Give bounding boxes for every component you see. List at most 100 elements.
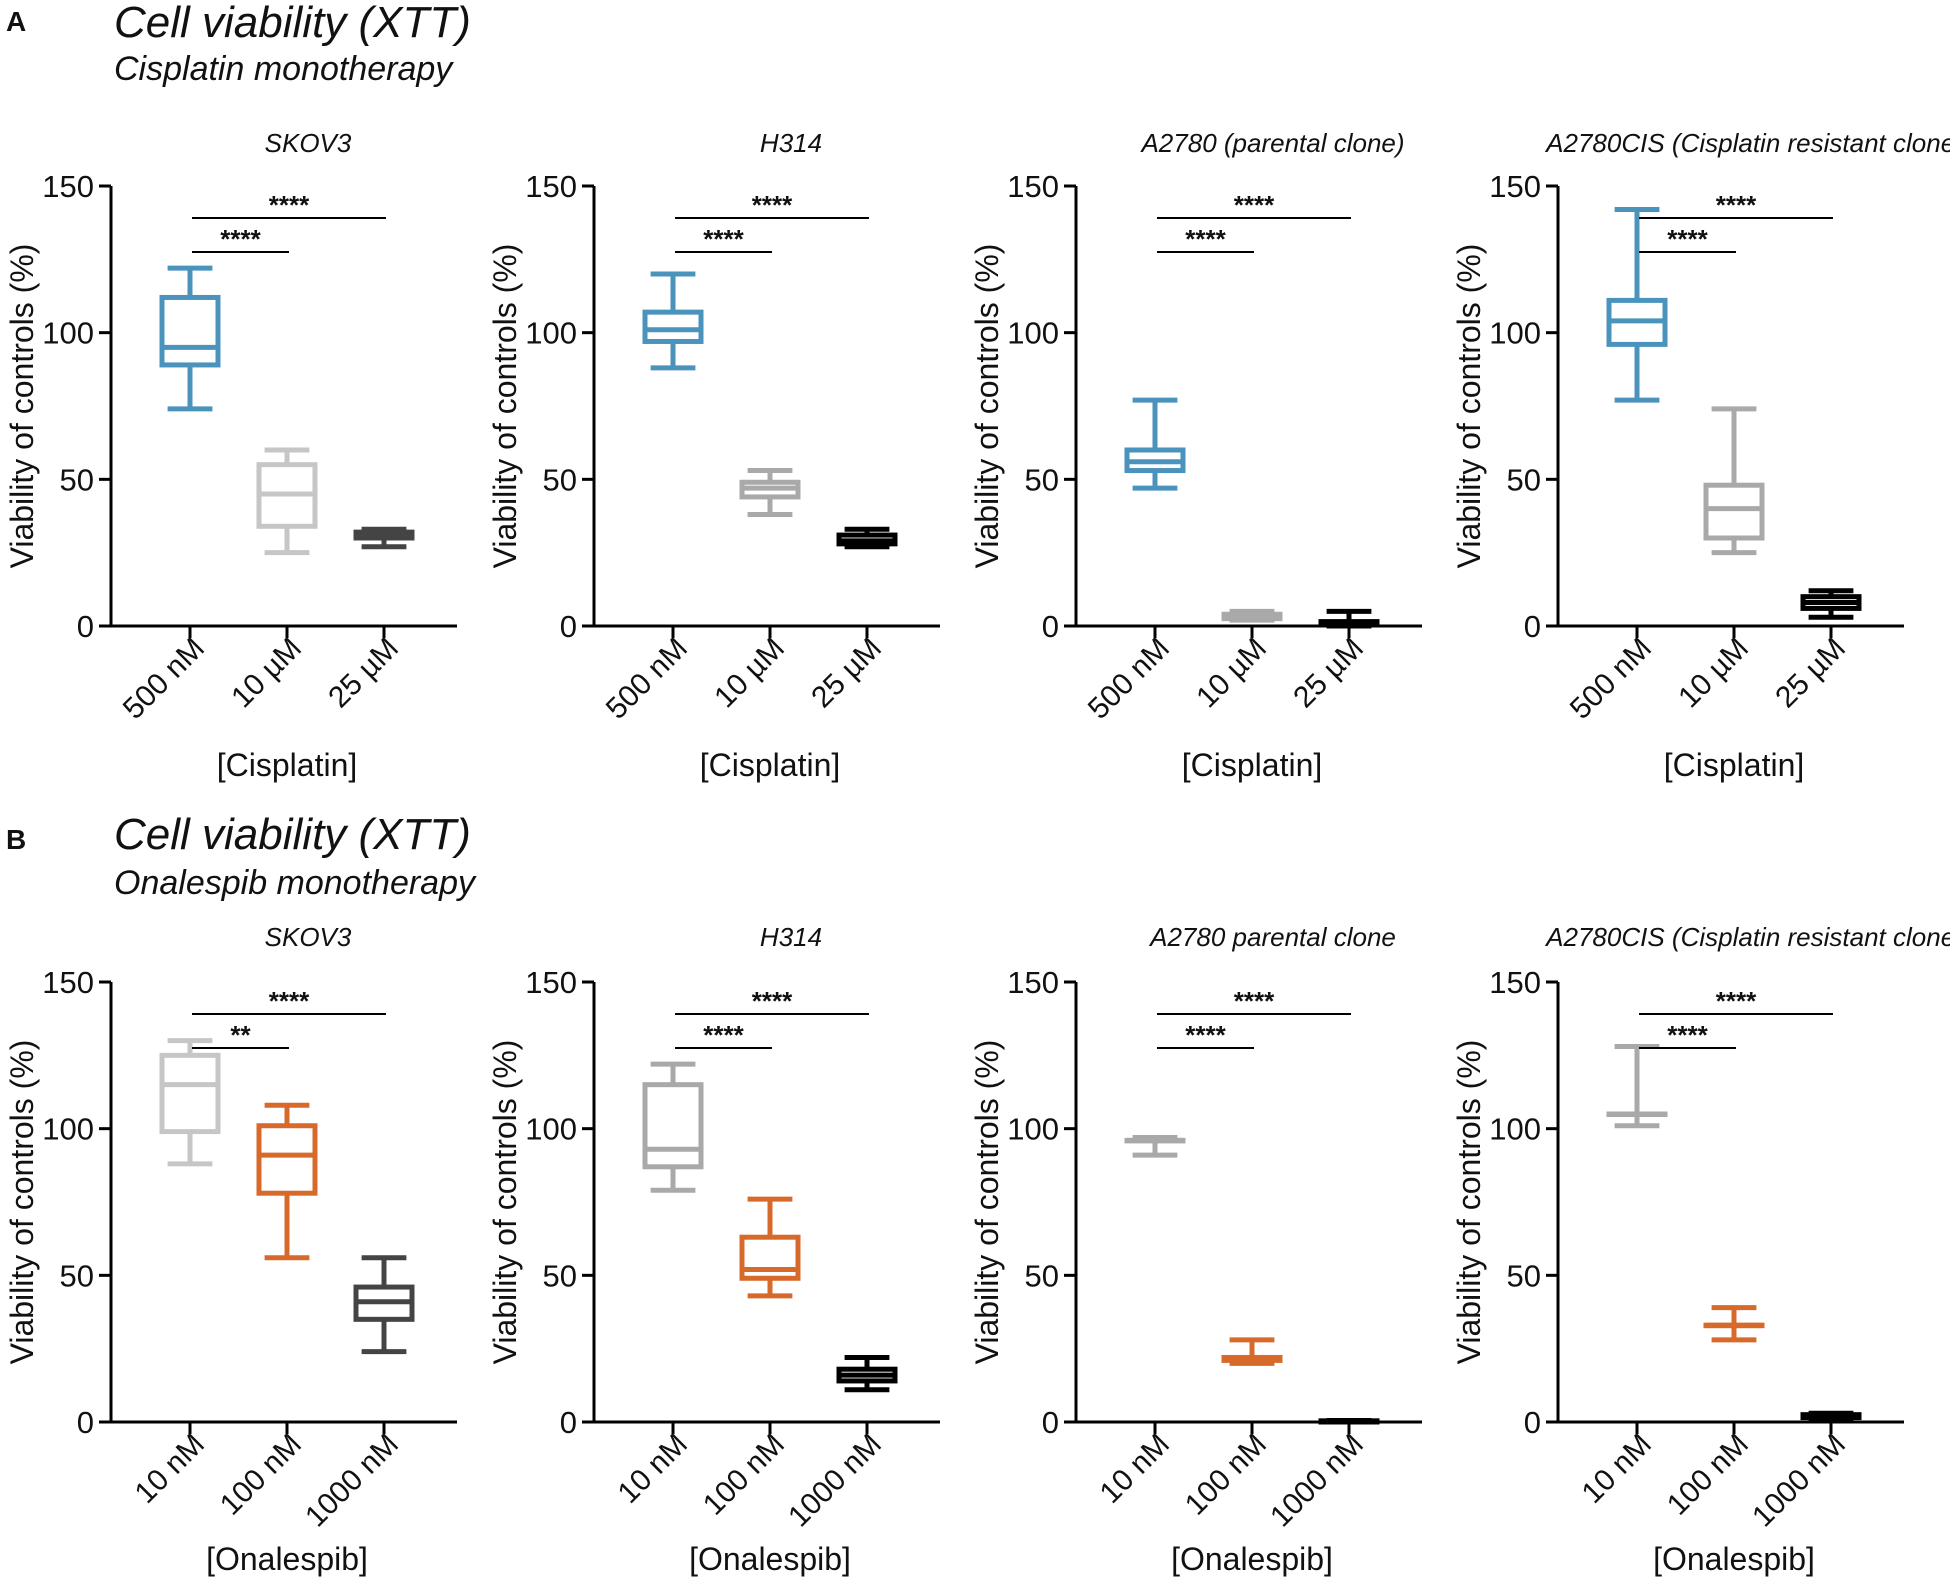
plot6-x-tick-label: 100 nM [697,1428,791,1522]
plot2-y-axis-label: Viability of controls (%) [487,244,523,569]
plot7-y-tick-label: 100 [1007,1112,1059,1147]
plot1-significance-label: **** [269,190,310,220]
plot1-y-tick-label: 0 [77,609,94,644]
plot1-significance-label: **** [220,224,261,254]
plot2-x-tick-label: 500 nM [600,632,694,726]
plot2-x-tick-label: 25 µM [805,632,888,715]
plot5-y-tick-label: 150 [42,965,94,1000]
plot1-y-tick-label: 100 [42,316,94,351]
plot3-y-tick-label: 0 [1042,609,1059,644]
plot2-y-tick-label: 150 [525,169,577,204]
plot2-y-tick-label: 50 [543,462,577,497]
plot8-y-axis-label: Viability of controls (%) [1451,1040,1487,1365]
plot8-x-tick-label: 100 nM [1661,1428,1755,1522]
plot4-y-axis-label: Viability of controls (%) [1451,244,1487,569]
plot2-y-tick-label: 0 [560,609,577,644]
plot3-x-axis-label: [Cisplatin] [1182,747,1323,783]
plot4-y-tick-label: 150 [1489,169,1541,204]
plot5-significance-label: ** [230,1020,251,1050]
plot8-title: A2780CIS (Cisplatin resistant clone) [1544,922,1950,952]
plot7-x-axis-label: [Onalespib] [1171,1541,1333,1577]
panel-b-subtitle: Onalespib monotherapy [114,864,476,902]
plot5-y-tick-label: 50 [60,1258,94,1293]
panel-a-letter: A [6,6,27,37]
plot4-title: A2780CIS (Cisplatin resistant clone) [1544,128,1950,158]
plot7-x-tick-label: 1000 nM [1264,1428,1370,1534]
plot6-y-tick-label: 150 [525,965,577,1000]
plot2-title: H314 [760,128,822,158]
plot3-x-tick-label: 25 µM [1287,632,1370,715]
plot1-y-tick-label: 150 [42,169,94,204]
plot3-title: A2780 (parental clone) [1139,128,1404,158]
plot1-x-tick-label: 500 nM [117,632,211,726]
plot1-box [159,294,221,368]
plot6-significance-label: **** [703,1020,744,1050]
plot8-y-tick-label: 100 [1489,1112,1541,1147]
plot3-y-tick-label: 50 [1025,462,1059,497]
plot8-x-tick-label: 1000 nM [1746,1428,1852,1534]
plot2-x-axis-label: [Cisplatin] [700,747,841,783]
plot4-x-tick-label: 500 nM [1564,632,1658,726]
plot2-x-tick-label: 10 µM [708,632,791,715]
plot5-box [256,1123,318,1196]
plot5-y-tick-label: 0 [77,1405,94,1440]
plot6-x-tick-label: 1000 nM [782,1428,888,1534]
plot5-significance-label: **** [269,986,310,1016]
plot4-y-tick-label: 100 [1489,316,1541,351]
plot6-significance-label: **** [752,986,793,1016]
plot5-y-tick-label: 100 [42,1112,94,1147]
plot5-x-tick-label: 100 nM [214,1428,308,1522]
panel-a-title: Cell viability (XTT) [114,0,471,47]
plot5-x-tick-label: 1000 nM [299,1428,405,1534]
plot1-y-axis-label: Viability of controls (%) [4,244,40,569]
plot6-y-tick-label: 50 [543,1258,577,1293]
plot4-box [1703,482,1765,541]
plot8-y-tick-label: 150 [1489,965,1541,1000]
plot3-y-tick-label: 100 [1007,316,1059,351]
plot1-x-axis-label: [Cisplatin] [217,747,358,783]
plot1-y-tick-label: 50 [60,462,94,497]
plot4-significance-label: **** [1667,224,1708,254]
plot3-significance-label: **** [1234,190,1275,220]
plot6-y-axis-label: Viability of controls (%) [487,1040,523,1365]
plot8-y-tick-label: 50 [1507,1258,1541,1293]
plot5-x-tick-label: 10 nM [129,1428,211,1510]
plot5-x-axis-label: [Onalespib] [206,1541,368,1577]
plot7-x-tick-label: 100 nM [1179,1428,1273,1522]
plot3-y-axis-label: Viability of controls (%) [969,244,1005,569]
panel-b-title: Cell viability (XTT) [114,810,471,859]
plot7-significance-label: **** [1234,986,1275,1016]
plot7-title: A2780 parental clone [1148,922,1396,952]
plot6-box [642,1082,704,1170]
plot3-y-tick-label: 150 [1007,169,1059,204]
plot5-box [159,1052,221,1135]
plot8-significance-label: **** [1667,1020,1708,1050]
plot6-y-tick-label: 100 [525,1112,577,1147]
plot2-box [642,309,704,344]
plot5-y-axis-label: Viability of controls (%) [4,1040,40,1365]
plot4-y-tick-label: 50 [1507,462,1541,497]
plot6-title: H314 [760,922,822,952]
plot6-x-axis-label: [Onalespib] [689,1541,851,1577]
plot8-significance-label: **** [1716,986,1757,1016]
plot8-x-axis-label: [Onalespib] [1653,1541,1815,1577]
panel-b-letter: B [6,824,27,855]
plot7-y-tick-label: 150 [1007,965,1059,1000]
plot1-x-tick-label: 25 µM [322,632,405,715]
plot7-significance-label: **** [1185,1020,1226,1050]
plot6-box [739,1234,801,1281]
plot6-x-tick-label: 10 nM [612,1428,694,1510]
plot3-x-tick-label: 10 µM [1190,632,1273,715]
plot4-x-tick-label: 25 µM [1769,632,1852,715]
plot4-x-tick-label: 10 µM [1672,632,1755,715]
plot3-x-tick-label: 500 nM [1082,632,1176,726]
plot1-title: SKOV3 [265,128,352,158]
plot5-title: SKOV3 [265,922,352,952]
plot7-x-tick-label: 10 nM [1094,1428,1176,1510]
plot2-significance-label: **** [752,190,793,220]
plot8-x-tick-label: 10 nM [1576,1428,1658,1510]
plot2-significance-label: **** [703,224,744,254]
plot7-y-tick-label: 50 [1025,1258,1059,1293]
plot4-x-axis-label: [Cisplatin] [1664,747,1805,783]
